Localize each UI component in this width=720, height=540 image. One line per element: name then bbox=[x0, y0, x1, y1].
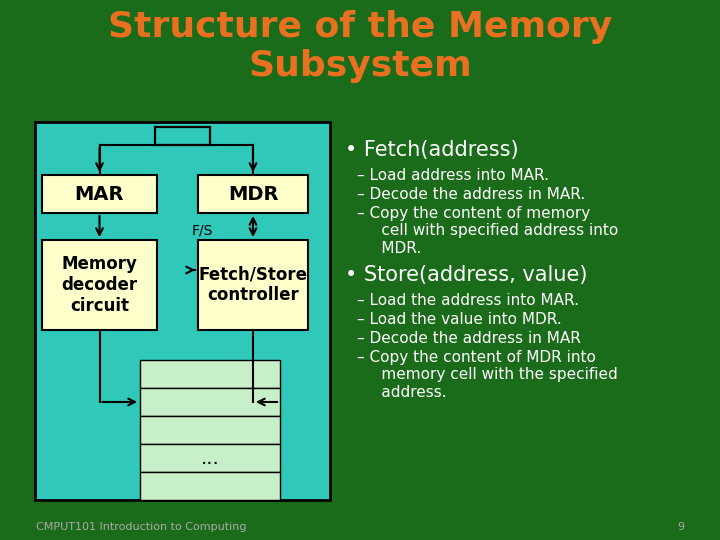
Text: Memory
decoder
circuit: Memory decoder circuit bbox=[61, 255, 138, 315]
Bar bbox=[140, 416, 280, 444]
Text: Structure of the Memory
Subsystem: Structure of the Memory Subsystem bbox=[108, 10, 612, 83]
Bar bbox=[140, 444, 280, 472]
Bar bbox=[42, 175, 157, 213]
Text: MDR: MDR bbox=[228, 185, 278, 204]
Bar bbox=[198, 240, 308, 330]
Text: MAR: MAR bbox=[75, 185, 125, 204]
Text: 9: 9 bbox=[677, 522, 684, 532]
Text: CMPUT101 Introduction to Computing: CMPUT101 Introduction to Computing bbox=[36, 522, 246, 532]
Bar bbox=[155, 127, 210, 145]
Bar bbox=[35, 122, 330, 500]
Text: – Load the value into MDR.: – Load the value into MDR. bbox=[357, 312, 562, 327]
Text: ...: ... bbox=[201, 449, 220, 468]
Text: – Decode the address in MAR: – Decode the address in MAR bbox=[357, 331, 581, 346]
Bar bbox=[140, 388, 280, 416]
Text: Fetch/Store
controller: Fetch/Store controller bbox=[199, 266, 307, 305]
Text: – Copy the content of memory
     cell with specified address into
     MDR.: – Copy the content of memory cell with s… bbox=[357, 206, 618, 256]
Text: – Load the address into MAR.: – Load the address into MAR. bbox=[357, 293, 579, 308]
Bar bbox=[42, 240, 157, 330]
Bar bbox=[140, 360, 280, 388]
Text: F/S: F/S bbox=[192, 223, 213, 237]
Text: • Store(address, value): • Store(address, value) bbox=[345, 265, 588, 285]
Text: • Fetch(address): • Fetch(address) bbox=[345, 140, 518, 160]
Text: – Decode the address in MAR.: – Decode the address in MAR. bbox=[357, 187, 585, 202]
Text: – Copy the content of MDR into
     memory cell with the specified
     address.: – Copy the content of MDR into memory ce… bbox=[357, 350, 618, 400]
Bar bbox=[198, 175, 308, 213]
Bar bbox=[140, 472, 280, 500]
Text: – Load address into MAR.: – Load address into MAR. bbox=[357, 168, 549, 183]
